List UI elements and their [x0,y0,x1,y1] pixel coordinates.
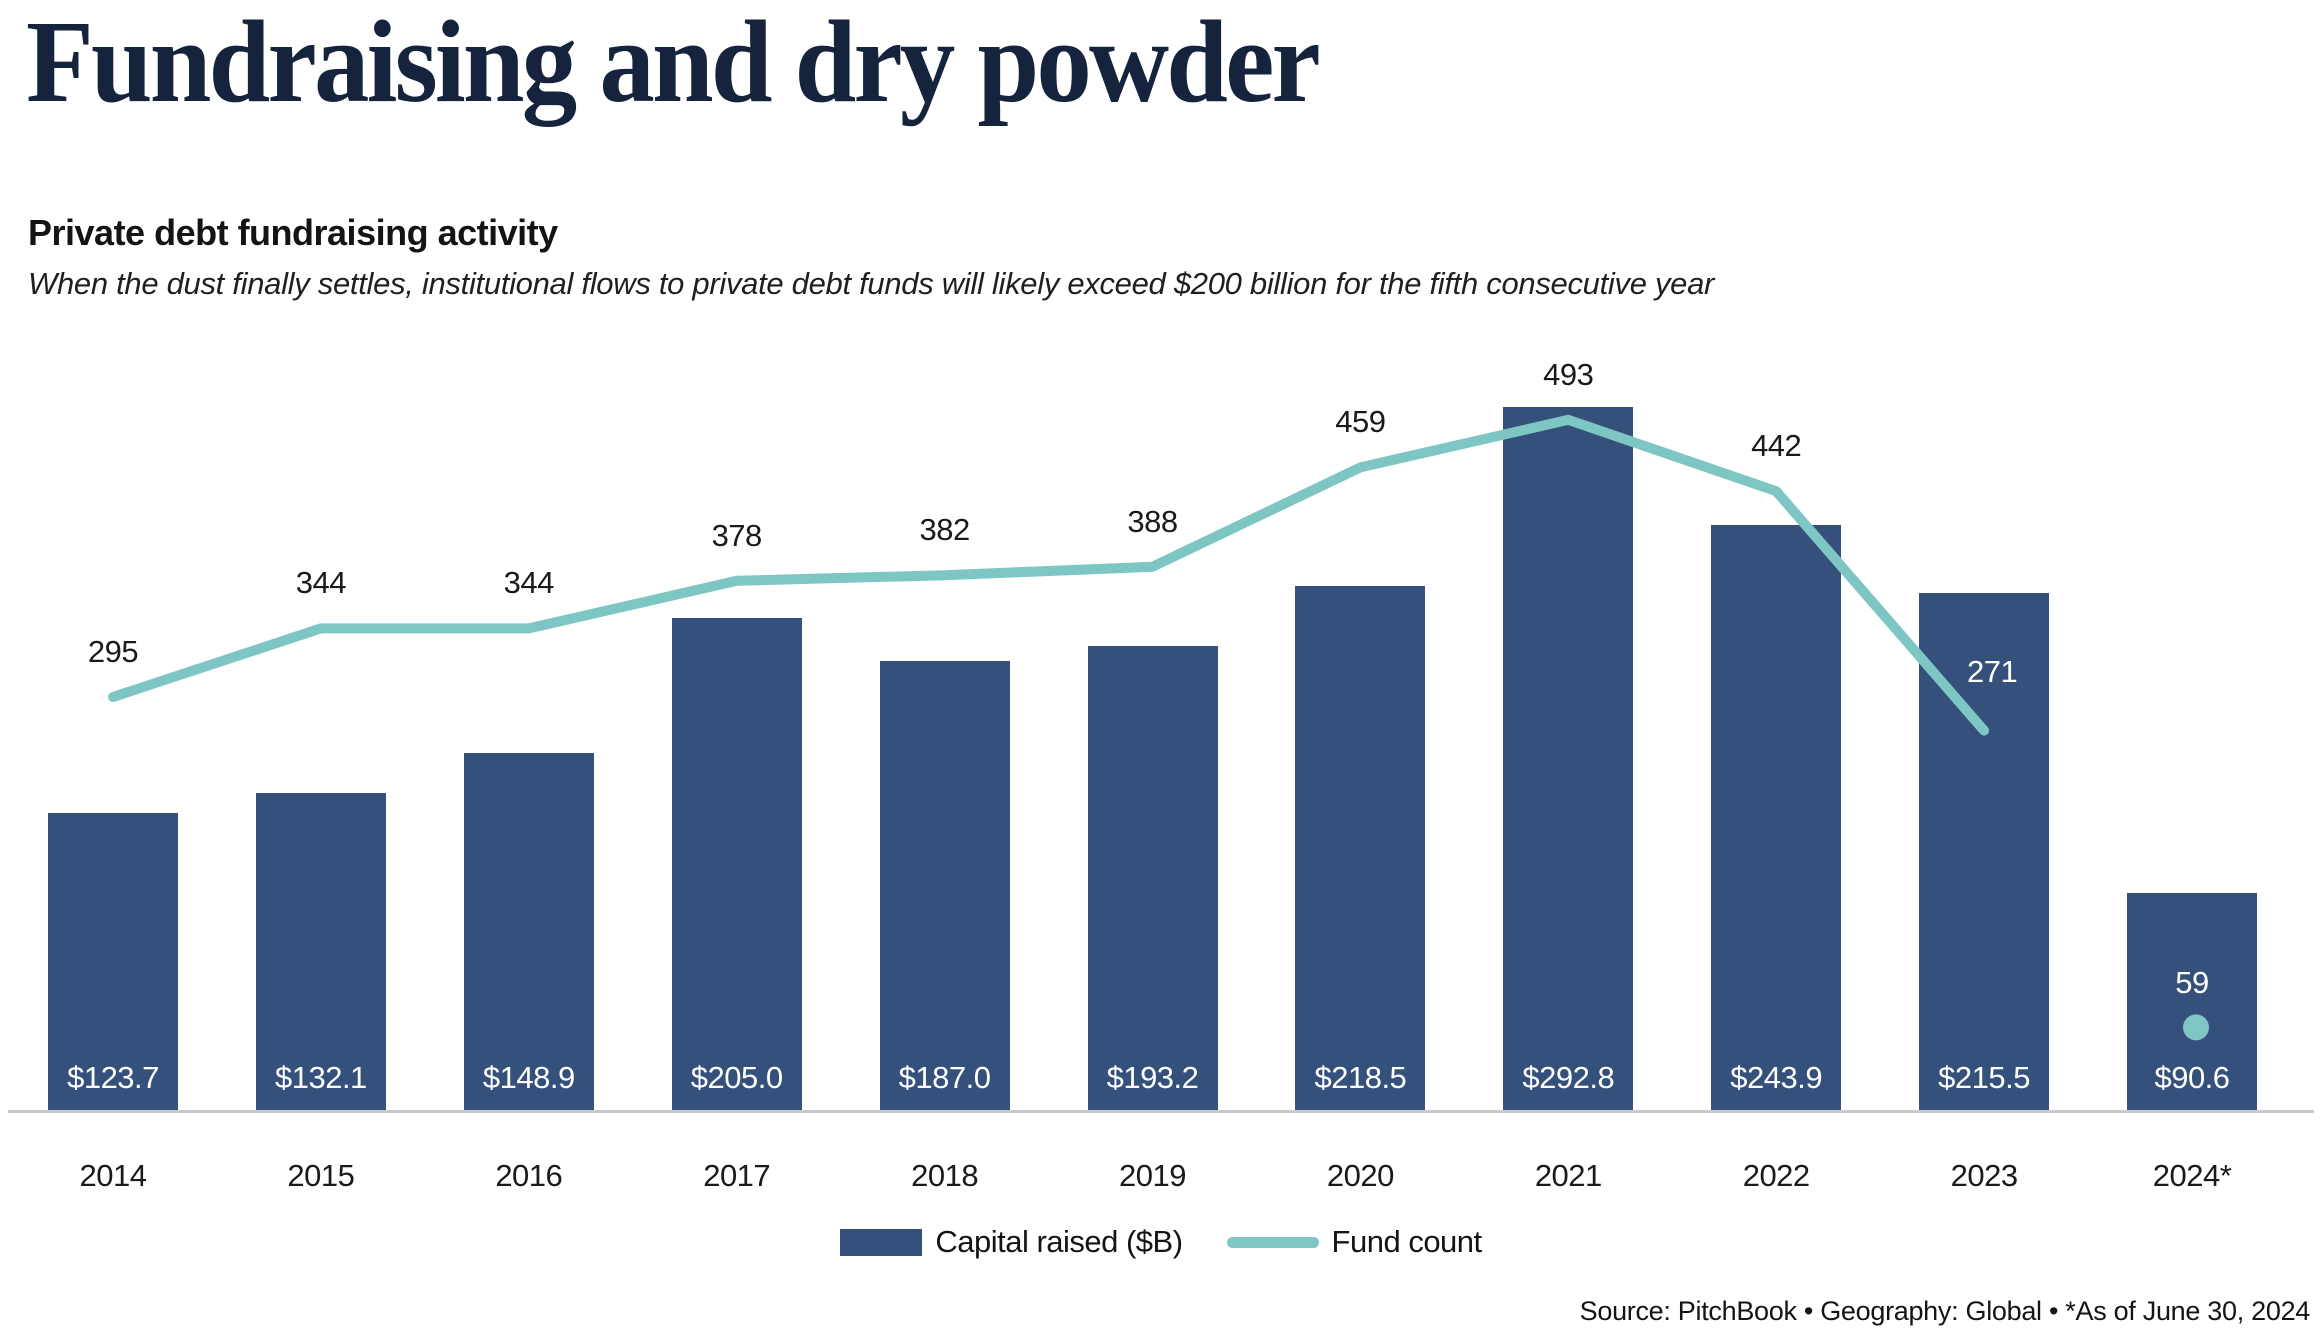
bar-2021 [1503,407,1634,1110]
bar-value-label: $243.9 [1730,1060,1823,1095]
fund-count-label: 59 [2175,965,2209,1001]
legend-line-label: Fund count [1331,1224,1483,1259]
legend-line-swatch [1226,1236,1319,1248]
year-label: 2017 [703,1158,771,1193]
chart-subtitle: Private debt fundraising activity [28,212,558,253]
year-label: 2023 [1950,1158,2018,1193]
bar-2019 [1087,646,1218,1110]
bar-2024 [2127,892,2257,1110]
x-axis-baseline [8,1110,2314,1113]
bar-value-label: $205.0 [690,1060,783,1095]
legend-bar-label: Capital raised ($B) [935,1224,1183,1259]
year-label: 2019 [1119,1158,1186,1193]
fund-count-dot [2183,1014,2209,1041]
chart-description: When the dust finally settles, instituti… [28,266,1715,301]
fund-count-label: 295 [87,634,139,669]
year-label: 2014 [79,1158,147,1193]
fund-count-label: 442 [1751,428,1802,464]
fund-count-label: 344 [295,565,347,601]
fund-count-label: 271 [1966,653,2018,689]
page-title: Fundraising and dry powder [26,0,1321,127]
chart-legend: Capital raised ($B) Fund count [0,1224,2322,1260]
fund-count-label: 344 [503,565,555,601]
bar-value-label: $187.0 [898,1060,991,1095]
year-label: 2020 [1326,1158,1394,1193]
bar-2016 [463,752,594,1110]
fund-count-label: 382 [919,512,970,548]
bar-value-label: $292.8 [1522,1060,1615,1095]
year-label: 2018 [911,1158,979,1193]
year-label: 2021 [1534,1158,1602,1193]
bar-value-label: $215.5 [1938,1060,2031,1095]
bar-value-label: $218.5 [1314,1060,1407,1095]
year-label: 2016 [495,1158,563,1193]
source-text: Source: PitchBook • Geography: Global • … [1579,1296,2311,1326]
fund-count-label: 459 [1335,404,1386,440]
bar-value-label: $123.7 [67,1060,159,1095]
bar-value-label: $90.6 [2154,1060,2230,1095]
bar-2020 [1295,585,1426,1110]
fund-count-label: 378 [711,517,763,553]
bar-value-label: $148.9 [482,1060,575,1095]
year-label: 2022 [1742,1158,1810,1193]
year-label: 2015 [287,1158,355,1193]
bar-2017 [671,618,802,1110]
fund-count-label: 493 [1543,356,1594,392]
bar-2018 [879,661,1010,1110]
bar-2022 [1711,524,1842,1110]
fund-count-label: 388 [1127,503,1178,539]
legend-bar-swatch [840,1228,923,1256]
bar-value-label: $132.1 [274,1060,367,1095]
bar-2014 [48,813,178,1110]
year-label: 2024* [2152,1158,2232,1193]
bar-2015 [255,792,386,1110]
bar-value-label: $193.2 [1106,1060,1199,1095]
fund-count-line [108,414,1990,736]
